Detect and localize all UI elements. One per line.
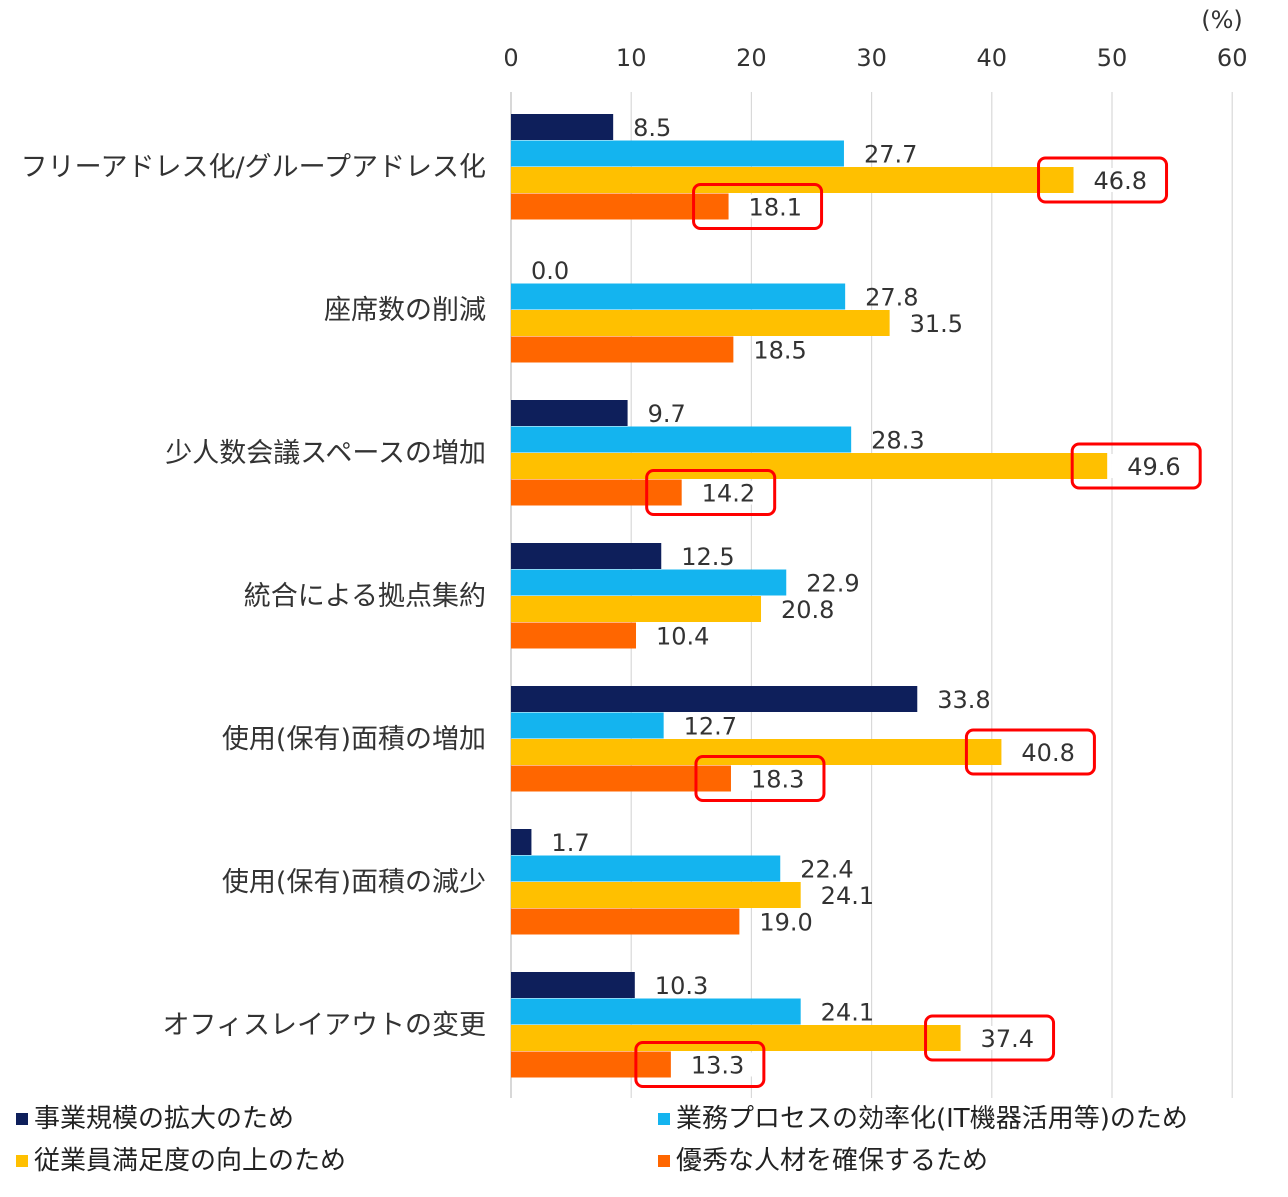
bar-2-3 [511,479,682,506]
category-label-6: オフィスレイアウトの変更 [163,1010,486,1041]
value-label-3-3: 10.4 [656,623,709,651]
bar-2-0 [511,400,628,426]
bar-0-2 [511,167,1074,193]
value-label-2-3: 14.2 [702,480,755,508]
legend-swatch-2 [16,1155,28,1167]
value-label-6-0: 10.3 [655,972,708,1000]
bar-1-3 [511,336,734,363]
bar-6-2 [511,1025,961,1051]
highlight-box-2-3 [645,469,777,516]
bar-1-1 [511,283,846,310]
bar-3-2 [511,596,762,622]
value-label-5-0: 1.7 [551,829,589,857]
value-label-0-3: 18.1 [749,194,802,222]
bar-0-0 [511,114,614,140]
value-label-0-2: 46.8 [1094,167,1147,195]
value-label-2-0: 9.7 [648,400,686,428]
label-bg-0-2 [1077,168,1158,192]
bar-0-3 [511,193,729,220]
label-bg-4-3 [734,766,815,791]
bar-6-0 [511,972,635,998]
value-label-3-1: 22.9 [806,570,859,598]
highlight-box-0-3 [692,183,824,230]
bar-2-1 [511,426,852,453]
label-bg-2-2 [1111,454,1192,478]
category-label-5: 使用(保有)面積の減少 [222,867,486,898]
legend-label-1: 業務プロセスの効率化(IT機器活用等)のため [676,1104,1188,1134]
bar-2-2 [511,453,1108,479]
value-label-6-1: 24.1 [821,999,874,1027]
category-label-1: 座席数の削減 [324,295,486,326]
category-label-4: 使用(保有)面積の増加 [222,724,486,755]
bar-5-1 [511,855,781,882]
x-tick-label-0: 0 [503,44,518,72]
bar-3-1 [511,569,787,596]
legend-swatch-0 [16,1113,28,1125]
x-tick-label-30: 30 [856,44,887,72]
x-tick-label-60: 60 [1217,44,1248,72]
value-label-2-2: 49.6 [1127,453,1180,481]
label-bg-0-3 [732,194,813,219]
x-tick-label-50: 50 [1097,44,1128,72]
bar-3-3 [511,622,637,649]
label-bg-6-2 [964,1026,1045,1050]
value-label-6-2: 37.4 [981,1025,1034,1053]
legend-label-2: 従業員満足度の向上のため [34,1146,346,1176]
x-tick-label-40: 40 [977,44,1008,72]
category-label-3: 統合による拠点集約 [244,581,486,612]
bar-0-1 [511,140,844,167]
value-label-4-1: 12.7 [684,713,737,741]
bar-3-0 [511,543,662,569]
value-label-4-3: 18.3 [751,766,804,794]
value-label-5-2: 24.1 [821,882,874,910]
highlight-box-4-3 [694,755,826,802]
legend-label-3: 優秀な人材を確保するため [676,1146,988,1176]
legend-swatch-3 [658,1155,670,1167]
unit-label: (%) [1201,6,1243,34]
bar-5-3 [511,908,740,935]
bar-6-3 [511,1051,671,1078]
highlight-box-2-2 [1070,442,1202,490]
value-label-4-0: 33.8 [937,686,990,714]
value-label-3-2: 20.8 [781,596,834,624]
value-label-5-3: 19.0 [759,909,812,937]
value-label-1-0: 0.0 [531,257,569,285]
highlight-box-6-2 [924,1014,1056,1062]
bar-6-1 [511,998,801,1025]
legend-label-0: 事業規模の拡大のため [34,1104,294,1134]
label-bg-2-3 [685,480,766,505]
bar-4-1 [511,712,664,739]
highlight-box-0-2 [1037,156,1169,204]
label-bg-4-2 [1005,740,1086,764]
bar-1-2 [511,310,890,336]
bar-4-2 [511,739,1002,765]
value-label-3-0: 12.5 [681,543,734,571]
legend-swatch-1 [658,1113,670,1125]
highlight-box-4-2 [964,728,1096,776]
value-label-1-2: 31.5 [910,310,963,338]
category-label-0: フリーアドレス化/グループアドレス化 [21,152,486,183]
value-label-0-0: 8.5 [633,114,671,142]
bar-4-3 [511,765,731,792]
label-bg-6-3 [674,1052,755,1077]
highlight-box-6-3 [634,1041,766,1088]
value-label-6-3: 13.3 [691,1052,744,1080]
bar-5-2 [511,882,801,908]
value-label-2-1: 28.3 [871,427,924,455]
value-label-1-1: 27.8 [865,284,918,312]
value-label-5-1: 22.4 [800,856,853,884]
bar-4-0 [511,686,918,712]
x-tick-label-20: 20 [736,44,767,72]
value-label-1-3: 18.5 [753,337,806,365]
value-label-4-2: 40.8 [1021,739,1074,767]
value-label-0-1: 27.7 [864,141,917,169]
bar-5-0 [511,829,532,855]
x-tick-label-10: 10 [616,44,647,72]
category-label-2: 少人数会議スペースの増加 [165,438,486,469]
